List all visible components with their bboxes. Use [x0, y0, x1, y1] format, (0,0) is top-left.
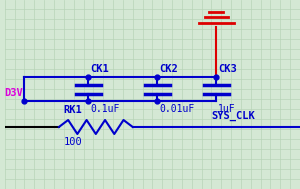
Text: 100: 100 [64, 137, 82, 147]
Text: 0.01uF: 0.01uF [159, 104, 194, 114]
Text: 1uF: 1uF [218, 104, 236, 114]
Text: SYS_CLK: SYS_CLK [212, 111, 255, 121]
Text: CK1: CK1 [90, 64, 109, 74]
Text: 0.1uF: 0.1uF [90, 104, 120, 114]
Text: CK3: CK3 [218, 64, 237, 74]
Text: CK2: CK2 [159, 64, 178, 74]
Text: RK1: RK1 [64, 105, 82, 115]
Text: D3V: D3V [4, 88, 22, 98]
